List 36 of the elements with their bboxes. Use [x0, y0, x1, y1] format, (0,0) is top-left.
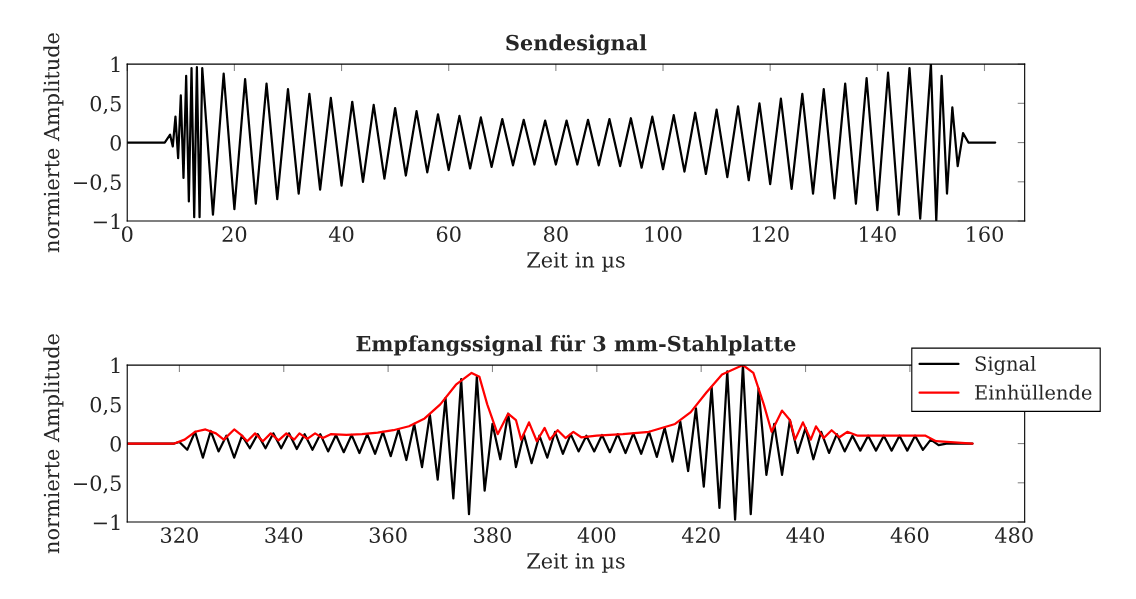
- y-tick-label: −1: [93, 514, 120, 530]
- y-tick-label: 1: [111, 357, 120, 374]
- x-tick-label: 80: [544, 226, 568, 243]
- y-tick-label: −1: [93, 213, 120, 229]
- x-tick-label: 360: [369, 527, 407, 544]
- x-axis-title: Zeit in µs: [527, 252, 625, 272]
- x-tick-label: 400: [577, 527, 616, 544]
- y-axis-title: normierte Amplitude: [43, 334, 64, 554]
- legend-label: Einhüllende: [975, 384, 1092, 400]
- y-tick-label: 1: [111, 56, 120, 73]
- y-tick-label: 0: [110, 135, 121, 151]
- y-tick-label: 0,5: [90, 95, 121, 115]
- x-tick-label: 20: [222, 226, 247, 243]
- x-axis-title: Zeit in µs: [527, 553, 625, 573]
- x-tick-label: 40: [328, 226, 354, 243]
- x-tick-label: 480: [995, 527, 1033, 544]
- x-tick-label: 440: [786, 527, 825, 544]
- x-tick-label: 320: [161, 527, 198, 544]
- x-tick-label: 120: [752, 226, 789, 243]
- chart-title: Empfangssignal für 3 mm-Stahlplatte: [356, 334, 796, 356]
- y-tick-label: −0,5: [73, 475, 121, 494]
- x-tick-label: 460: [890, 527, 929, 544]
- y-tick-label: 0,5: [90, 396, 121, 416]
- legend-label: Signal: [975, 355, 1036, 376]
- line-series: [127, 365, 974, 445]
- x-tick-label: 160: [967, 226, 1003, 243]
- x-tick-label: 140: [859, 226, 896, 243]
- x-tick-label: 420: [681, 527, 720, 544]
- y-axis-title: normierte Amplitude: [43, 33, 64, 253]
- y-tick-label: −0,5: [73, 174, 121, 193]
- x-tick-label: 100: [645, 226, 682, 243]
- y-tick-label: 0: [110, 436, 121, 452]
- x-tick-label: 60: [436, 226, 461, 243]
- x-tick-label: 340: [265, 527, 303, 544]
- x-tick-label: 380: [474, 527, 511, 544]
- chart-title: Sendesignal: [506, 34, 647, 55]
